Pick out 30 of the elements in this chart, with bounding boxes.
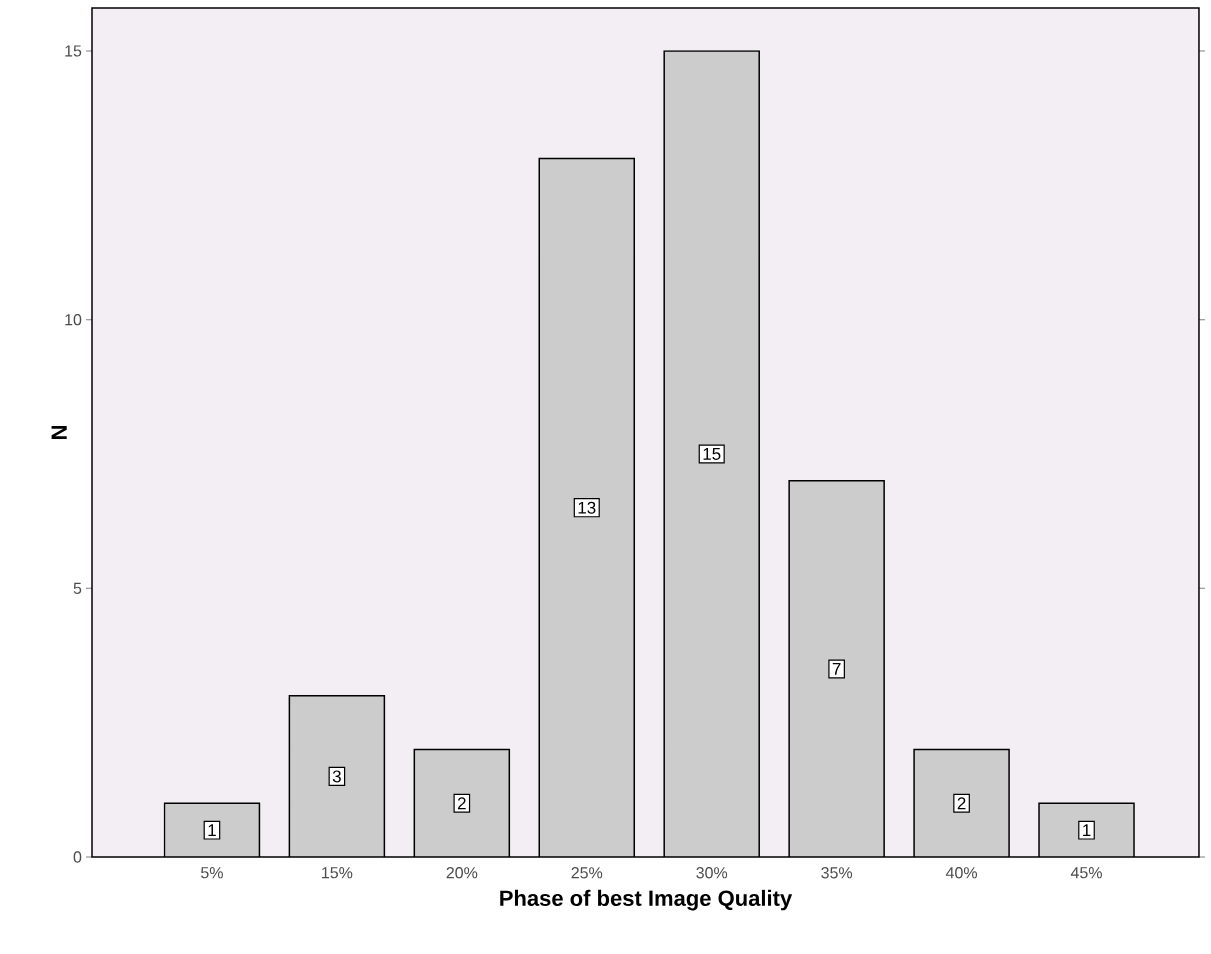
data-label: 15 bbox=[703, 448, 721, 460]
y-tick-label: 0 bbox=[73, 851, 82, 863]
bar bbox=[664, 50, 760, 857]
y-tick-label: 10 bbox=[65, 313, 82, 326]
bar bbox=[539, 158, 635, 857]
x-tick-label: 35% bbox=[821, 867, 853, 879]
data-label: 3 bbox=[332, 770, 341, 783]
data-label: 13 bbox=[578, 501, 596, 514]
y-tick-label: 5 bbox=[73, 582, 82, 594]
bar bbox=[164, 803, 260, 857]
data-label: 2 bbox=[957, 797, 966, 810]
x-tick-label: 20% bbox=[446, 867, 478, 879]
x-tick-label: 5% bbox=[201, 867, 223, 879]
data-label: 7 bbox=[832, 663, 841, 675]
x-axis-title: Phase of best Image Quality bbox=[500, 889, 793, 911]
bar bbox=[914, 749, 1010, 857]
x-tick-label: 30% bbox=[696, 867, 728, 879]
data-label: 1 bbox=[1083, 824, 1091, 836]
data-label: 2 bbox=[457, 797, 466, 810]
bar bbox=[414, 749, 510, 857]
y-axis-title: N bbox=[51, 426, 67, 439]
data-label: 1 bbox=[208, 824, 216, 836]
x-tick-label: 25% bbox=[571, 867, 603, 879]
y-tick-label: 15 bbox=[65, 45, 82, 57]
bar bbox=[1038, 802, 1135, 857]
x-tick-label: 40% bbox=[945, 867, 978, 879]
bar bbox=[289, 695, 385, 857]
bar bbox=[789, 480, 885, 857]
x-tick-label: 45% bbox=[1070, 867, 1102, 879]
x-tick-label: 15% bbox=[322, 867, 353, 879]
